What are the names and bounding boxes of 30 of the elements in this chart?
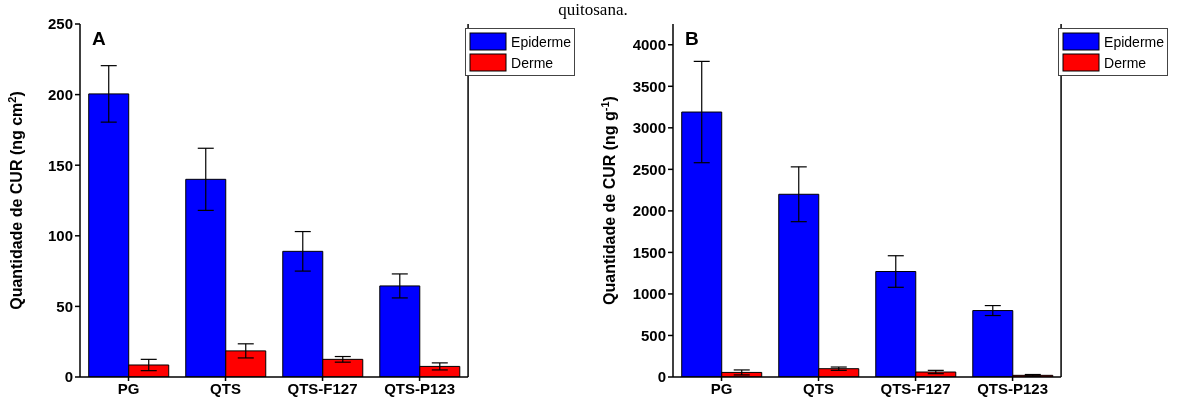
x-tick-label: QTS [803,379,834,397]
y-tick-label: 2500 [632,160,666,178]
legend-label: Epiderme [1104,33,1164,50]
y-tick-label: 4000 [632,36,666,54]
y-tick-label: 200 [47,85,73,103]
x-tick-label: QTS-F127 [880,379,951,397]
legend-label: Epiderme [511,33,571,50]
legend-label: Derme [511,54,554,71]
y-tick-label: 250 [47,15,73,33]
y-tick-label: 1500 [632,243,666,261]
y-tick-label: 2000 [632,202,666,220]
y-tick-label: 3000 [632,119,666,137]
y-tick-label: 500 [640,326,666,344]
chart-title: A [92,28,106,50]
x-tick-label: QTS-P123 [977,379,1049,397]
y-tick-label: 3500 [632,77,666,95]
chart-title: B [685,28,699,50]
x-tick-label: PG [710,379,733,397]
x-tick-label: QTS [210,379,241,397]
text: quitosana. [558,0,628,19]
x-tick-label: QTS-P123 [384,379,456,397]
y-tick-label: 150 [47,156,73,174]
y-tick-label: 100 [47,227,73,245]
y-tick-label: 0 [657,368,666,386]
y-tick-label: 50 [56,297,73,315]
x-tick-label: QTS-F127 [287,379,358,397]
y-tick-label: 0 [64,368,73,386]
x-tick-label: PG [117,379,140,397]
legend-label: Derme [1104,54,1147,71]
y-tick-label: 1000 [632,285,666,303]
